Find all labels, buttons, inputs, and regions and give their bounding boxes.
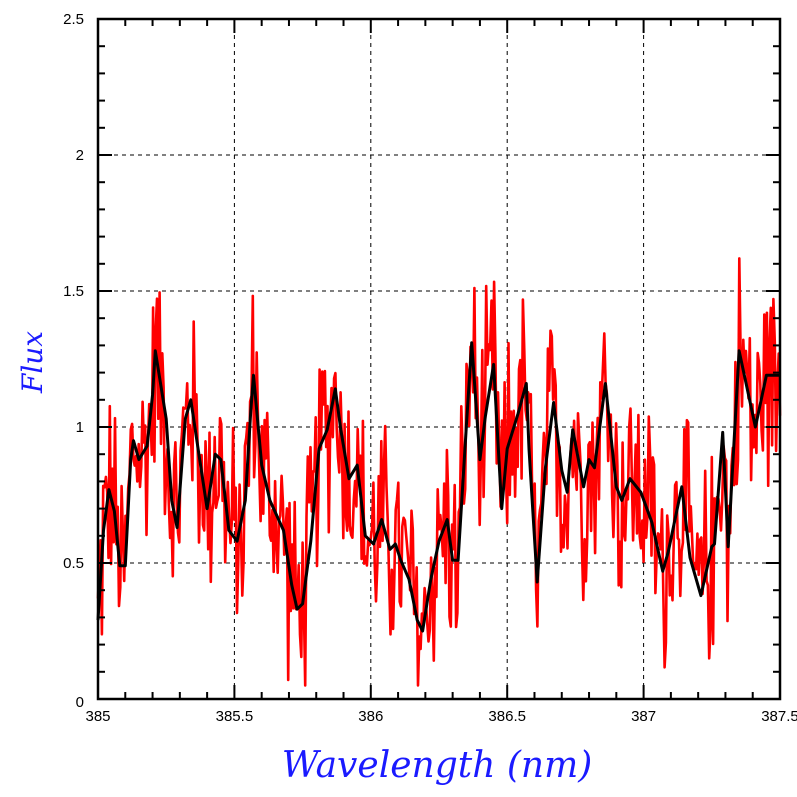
x-tick-label: 387: [631, 708, 656, 725]
y-tick-label: 2: [76, 147, 84, 164]
x-tick-label: 386.5: [488, 708, 526, 725]
y-tick-label: 0.5: [63, 555, 84, 572]
x-tick-label: 386: [358, 708, 383, 725]
y-tick-label: 2.5: [63, 11, 84, 28]
x-tick-label: 385.5: [216, 708, 254, 725]
plot-frame: [96, 17, 782, 701]
plot-area: [96, 257, 782, 687]
axis-ticks: [97, 18, 781, 700]
y-tick-label: 1: [76, 419, 84, 436]
x-tick-label: 385: [85, 708, 110, 725]
grid-lines: [98, 19, 780, 699]
y-axis-title: Flux: [16, 331, 49, 394]
smoothed-flux-line: [96, 341, 780, 633]
y-tick-labels: 0 0.5 1 1.5 2 2.5: [63, 11, 84, 711]
x-axis-title: Wavelength (nm): [282, 745, 593, 786]
x-tick-labels: 385 385.5 386 386.5 387 387.5: [85, 708, 797, 725]
y-tick-label: 1.5: [63, 283, 84, 300]
observed-flux-line: [96, 257, 782, 687]
x-tick-label: 387.5: [761, 708, 797, 725]
y-tick-label: 0: [76, 694, 84, 711]
